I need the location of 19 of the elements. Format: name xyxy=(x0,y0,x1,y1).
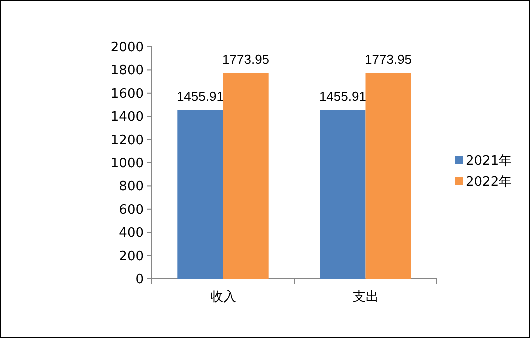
y-tick-label: 1400 xyxy=(110,110,144,126)
x-tick-label: 支出 xyxy=(352,290,379,305)
y-tick-label: 0 xyxy=(136,272,144,288)
y-tick-label: 600 xyxy=(119,202,144,218)
y-tick-label: 1600 xyxy=(110,86,144,102)
x-tick-label: 收入 xyxy=(210,290,236,305)
y-tick-label: 800 xyxy=(119,180,144,195)
y-tick-label: 200 xyxy=(119,249,144,264)
data-label: 1455.91 xyxy=(176,89,224,104)
y-tick-label: 400 xyxy=(119,226,144,242)
data-label: 1773.95 xyxy=(365,52,412,68)
data-label: 1773.95 xyxy=(222,52,270,68)
legend-label: 2022年 xyxy=(466,175,512,190)
y-tick-label: 2000 xyxy=(110,40,144,56)
y-tick-label: 1800 xyxy=(110,64,144,79)
data-label: 1455.91 xyxy=(319,89,366,104)
y-tick-label: 1200 xyxy=(110,133,144,148)
legend-label: 2021年 xyxy=(466,154,512,169)
y-tick-label: 1000 xyxy=(110,156,144,172)
